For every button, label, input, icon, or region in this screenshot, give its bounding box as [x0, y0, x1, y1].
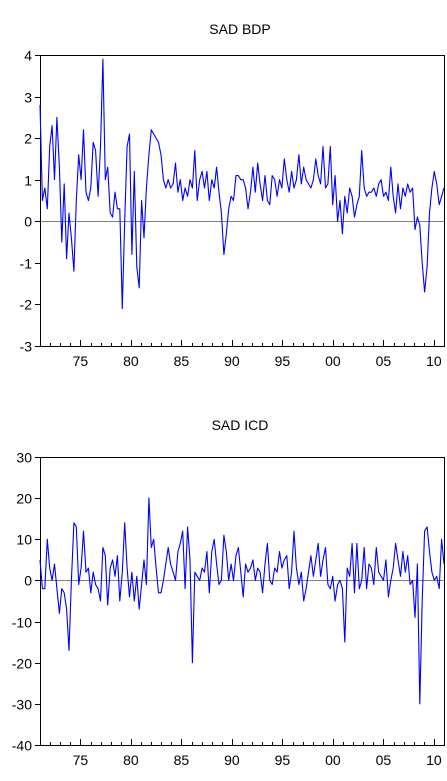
x-tick-label: 05 [376, 752, 392, 768]
x-tick-label: 00 [325, 353, 341, 369]
x-tick-label: 75 [73, 353, 89, 369]
x-tick-label: 05 [376, 353, 392, 369]
x-tick-label: 80 [123, 353, 139, 369]
y-tick-label: -40 [12, 738, 32, 754]
chart-sad-icd: SAD ICD 30 20 10 0 -10 -20 -30 -40 75 80 85 90 95 00 0… [12, 417, 445, 768]
y-tick-label: -20 [12, 656, 32, 672]
x-tick-label: 95 [275, 752, 291, 768]
y-tick-label: 30 [16, 450, 32, 466]
plot-frame [40, 457, 445, 746]
y-tick-label: -10 [12, 615, 32, 631]
x-tick-label: 85 [174, 353, 190, 369]
series-line [39, 58, 445, 310]
x-tick-label: 90 [224, 353, 240, 369]
y-tick-label: 0 [24, 573, 32, 589]
y-tick-label: 4 [24, 48, 32, 64]
x-tick-label: 85 [174, 752, 190, 768]
y-tick-label: 1 [24, 173, 32, 189]
x-tick-label: 90 [224, 752, 240, 768]
y-tick-label: 0 [24, 214, 32, 230]
y-tick-label: 3 [24, 90, 32, 106]
x-tick-label: 80 [123, 752, 139, 768]
chart-title: SAD ICD [212, 417, 269, 433]
data-layer [39, 497, 445, 705]
axis-ticks: 30 20 10 0 -10 -20 -30 -40 75 80 85 90 95 00 05 10 [12, 450, 445, 768]
chart-title: SAD BDP [209, 21, 270, 37]
x-tick-label: 95 [275, 353, 291, 369]
x-tick-label: 00 [325, 752, 341, 768]
y-tick-label: 2 [24, 131, 32, 147]
y-tick-label: -1 [20, 256, 33, 272]
series-line [39, 497, 445, 705]
x-tick-label: 75 [73, 752, 89, 768]
x-tick-label: 10 [426, 353, 442, 369]
data-layer [39, 58, 445, 310]
y-tick-label: -2 [20, 297, 33, 313]
y-tick-label: -3 [20, 339, 33, 355]
y-tick-label: -30 [12, 697, 32, 713]
y-tick-label: 20 [16, 491, 32, 507]
plot-frame [40, 55, 445, 347]
x-tick-label: 10 [426, 752, 442, 768]
y-tick-label: 10 [16, 532, 32, 548]
